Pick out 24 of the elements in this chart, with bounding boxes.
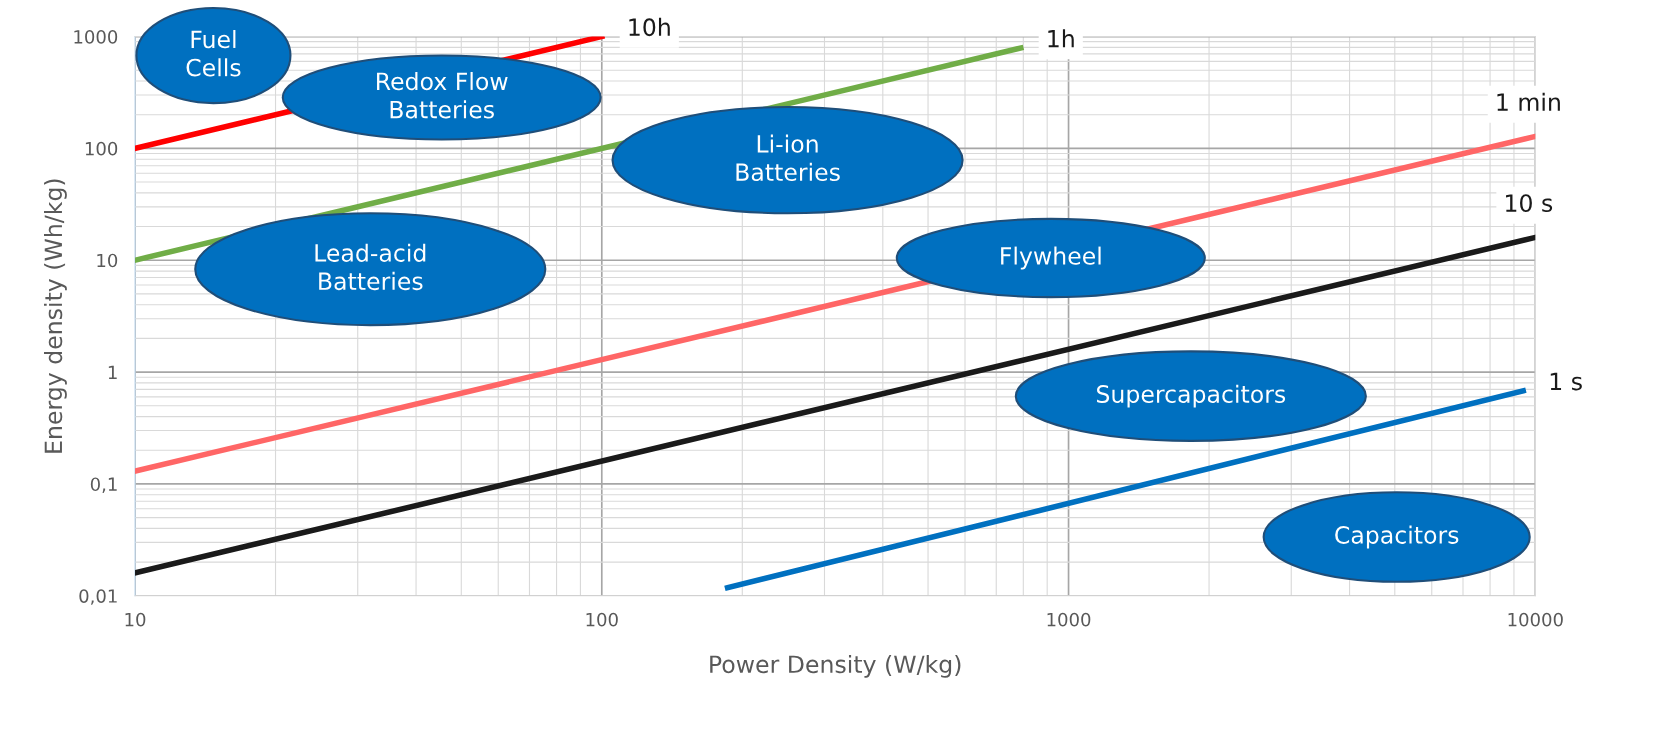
series-label: 1h bbox=[1048, 29, 1074, 48]
series-label: 1 min bbox=[1497, 92, 1560, 111]
annotation: Capacitors bbox=[1335, 525, 1459, 549]
y-tick-label: 1 bbox=[108, 365, 117, 379]
y-tick-label: 10 bbox=[97, 253, 118, 268]
annotation: Flywheel bbox=[1001, 246, 1101, 270]
y-axis-title: Energy density (Wh/kg) bbox=[44, 179, 67, 453]
x-axis-title: Power Density (W/kg) bbox=[710, 654, 961, 678]
annotation: Li-ion Batteries bbox=[736, 134, 840, 182]
annotation: Supercapacitors bbox=[1096, 384, 1286, 408]
x-tick-label: 1000 bbox=[1047, 612, 1091, 627]
y-tick-label: 0,01 bbox=[79, 589, 117, 605]
annotation: Redox Flow Batteries bbox=[377, 71, 508, 119]
annotation: Lead-acid Batteries bbox=[315, 243, 426, 291]
y-tick-label: 1000 bbox=[74, 30, 118, 44]
annotation: Fuel Cells bbox=[186, 30, 241, 77]
series-label: 10h bbox=[629, 17, 670, 37]
series-label: 10 s bbox=[1506, 194, 1553, 212]
x-tick-label: 100 bbox=[586, 612, 618, 627]
x-tick-label: 10 bbox=[125, 612, 146, 627]
y-tick-label: 100 bbox=[85, 141, 118, 156]
x-tick-label: 10000 bbox=[1508, 612, 1563, 627]
y-tick-label: 0,1 bbox=[90, 477, 117, 493]
series-label: 1 s bbox=[1550, 372, 1582, 391]
